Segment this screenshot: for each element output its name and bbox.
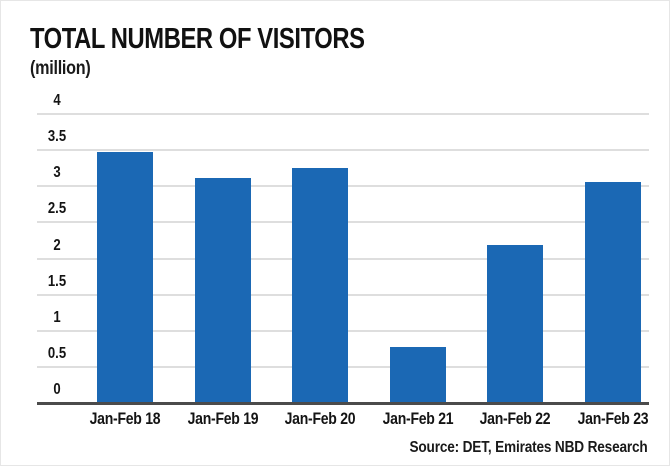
x-axis-line: [37, 402, 649, 405]
bar: [487, 245, 543, 403]
bar: [584, 181, 641, 403]
chart-unit-label: (million): [30, 58, 91, 79]
y-axis-tick-label: 1: [53, 308, 61, 326]
bar: [194, 177, 251, 403]
y-axis-tick-label: 4: [53, 92, 61, 109]
bar: [389, 346, 446, 403]
x-axis-category-label: Jan-Feb 22: [479, 410, 551, 428]
y-axis-tick-label: 2.5: [47, 200, 67, 218]
y-axis-tick-label: 1.5: [47, 272, 67, 290]
gridline: [37, 113, 649, 115]
y-axis-tick-label: 3: [53, 164, 61, 182]
y-axis-tick-label: 2: [53, 236, 61, 254]
y-axis-tick-label: 3.5: [47, 128, 67, 146]
bar: [97, 151, 153, 403]
chart-title: TOTAL NUMBER OF VISITORS: [30, 23, 365, 55]
gridline: [37, 149, 649, 152]
bar: [292, 168, 348, 403]
source-note: Source: DET, Emirates NBD Research: [409, 439, 648, 456]
x-axis-category-label: Jan-Feb 19: [187, 410, 258, 428]
x-axis-category-label: Jan-Feb 21: [382, 410, 453, 428]
x-axis-category-label: Jan-Feb 20: [284, 410, 356, 428]
x-axis-category-label: Jan-Feb 18: [89, 410, 161, 428]
y-axis-tick-label: 0: [53, 381, 61, 398]
y-axis-tick-label: 0.5: [47, 344, 67, 362]
x-axis-category-label: Jan-Feb 23: [577, 410, 648, 428]
